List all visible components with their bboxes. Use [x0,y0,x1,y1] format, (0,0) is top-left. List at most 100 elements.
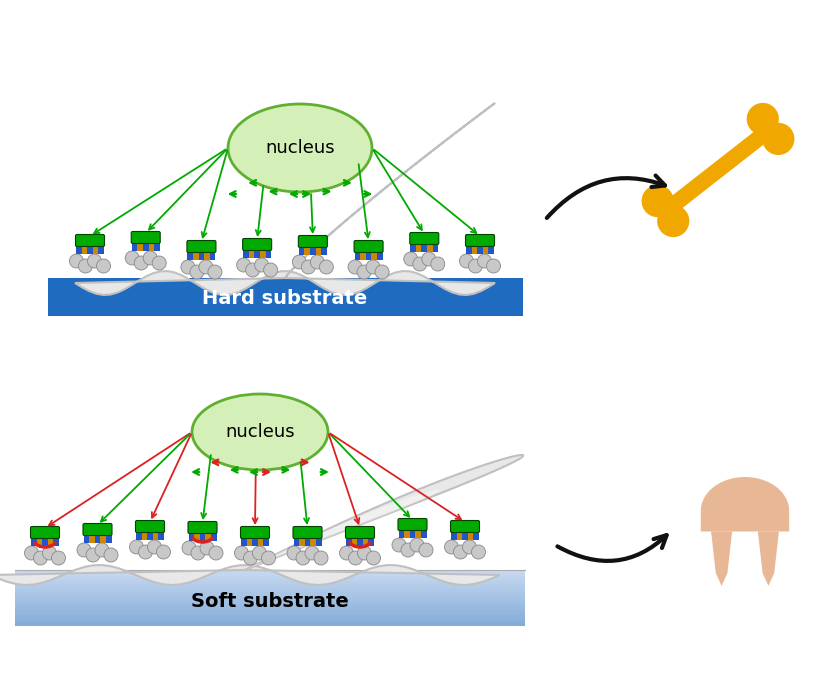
Bar [211,532,216,541]
Circle shape [348,260,362,274]
Bar [305,537,310,546]
Ellipse shape [228,104,372,192]
Circle shape [310,255,325,269]
Bar [294,537,299,546]
Circle shape [138,545,153,559]
Bar [352,537,357,546]
Circle shape [209,546,223,560]
Bar [299,537,305,546]
Circle shape [246,263,259,277]
Bar [410,243,416,252]
Circle shape [357,546,372,560]
Bar [247,537,253,546]
Circle shape [357,265,371,279]
Bar [263,537,269,546]
Circle shape [314,551,328,565]
Circle shape [148,540,161,554]
Circle shape [375,265,389,279]
Bar [473,531,479,540]
Bar [15,587,525,589]
Bar [488,245,494,254]
Bar [15,573,525,576]
Circle shape [208,265,222,279]
Bar [154,242,159,251]
Circle shape [255,258,268,272]
Circle shape [462,540,477,554]
Circle shape [301,260,315,274]
Bar [200,532,206,541]
Text: nucleus: nucleus [265,139,335,157]
Polygon shape [245,489,440,570]
FancyBboxPatch shape [136,521,164,533]
Bar [372,251,377,260]
Bar [15,603,525,606]
Bar [15,595,525,598]
Bar [76,245,81,254]
FancyBboxPatch shape [83,524,112,536]
FancyBboxPatch shape [131,232,160,244]
Circle shape [472,545,486,559]
FancyBboxPatch shape [451,521,480,533]
Circle shape [243,551,258,565]
Circle shape [263,263,278,277]
Bar [477,245,482,254]
Circle shape [51,551,65,565]
Text: nucleus: nucleus [225,423,294,441]
Circle shape [96,259,111,273]
Circle shape [366,260,380,274]
Bar [409,529,415,538]
FancyBboxPatch shape [242,239,272,251]
Bar [31,537,37,546]
Bar [149,242,154,251]
Circle shape [134,256,149,270]
Bar [93,245,98,254]
Bar [355,251,360,260]
Circle shape [182,541,196,555]
Circle shape [367,551,381,565]
Circle shape [200,541,214,555]
Ellipse shape [192,394,328,470]
FancyBboxPatch shape [76,234,105,246]
Circle shape [24,546,39,560]
Bar [48,537,54,546]
Circle shape [468,259,482,273]
Bar [241,537,247,546]
Circle shape [86,548,100,562]
Circle shape [410,538,424,552]
Bar [210,251,216,260]
Bar [254,249,260,258]
Bar [305,246,310,255]
Bar [299,246,305,255]
Bar [136,531,142,540]
Bar [258,537,263,546]
Bar [138,242,143,251]
Bar [15,592,525,595]
Bar [357,537,362,546]
Circle shape [340,546,353,560]
Circle shape [129,540,143,554]
Circle shape [477,254,492,268]
Circle shape [454,545,467,559]
Circle shape [181,260,195,274]
Bar [15,575,525,579]
Circle shape [157,545,170,559]
Bar [147,531,153,540]
Circle shape [430,257,445,271]
Bar [310,246,315,255]
FancyBboxPatch shape [409,232,439,244]
Circle shape [190,265,204,279]
Circle shape [404,252,418,266]
Circle shape [143,251,157,265]
Bar [468,531,473,540]
Bar [199,251,204,260]
Bar [15,606,525,609]
FancyBboxPatch shape [188,522,217,533]
Bar [415,529,421,538]
Circle shape [419,543,433,557]
Bar [456,531,462,540]
Bar [15,601,525,603]
Bar [15,584,525,587]
Bar [15,620,525,623]
Circle shape [657,205,690,237]
Circle shape [152,256,166,270]
